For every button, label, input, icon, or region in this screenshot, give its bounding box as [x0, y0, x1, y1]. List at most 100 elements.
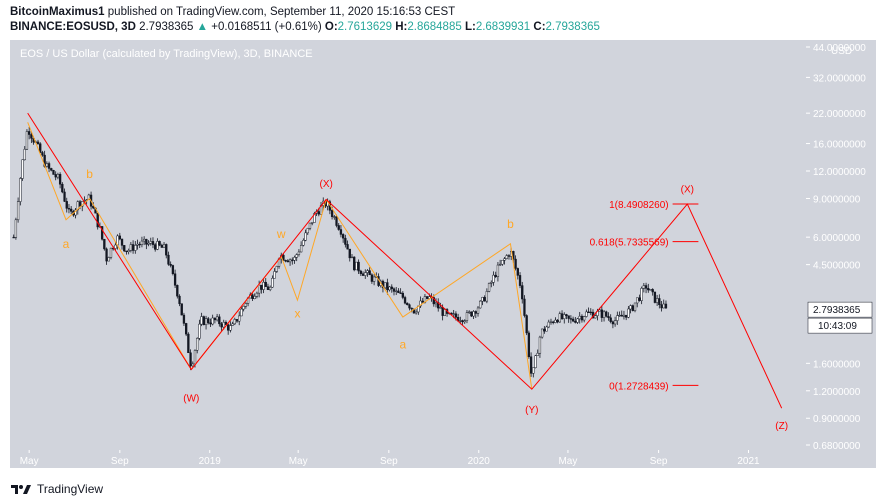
candle-body [403, 297, 407, 304]
candle-body [498, 263, 502, 266]
candle-body [262, 281, 265, 290]
candle-body [100, 226, 104, 240]
x-tick-label: 2019 [199, 456, 222, 467]
tradingview-logo-icon[interactable] [10, 483, 32, 495]
candle-body [479, 300, 482, 309]
candle-body [525, 315, 528, 334]
candle-body [655, 298, 659, 303]
candle-body [616, 315, 619, 321]
candle-body [103, 238, 106, 250]
candle-body [547, 321, 550, 328]
candle-body [636, 297, 639, 304]
candle-body [337, 225, 340, 230]
candle-body [395, 290, 398, 292]
low-label: L: [464, 21, 476, 33]
author-name[interactable]: BitcoinMaximus1 [10, 6, 105, 18]
candle-body [145, 238, 148, 245]
candle-body [408, 304, 411, 309]
candle-body [653, 291, 657, 303]
candle-body [282, 254, 285, 261]
candle-body [638, 297, 641, 301]
candle-body [476, 307, 480, 314]
candle-body [571, 318, 575, 322]
open-label: O: [324, 21, 338, 33]
candle-body [534, 355, 537, 368]
candle-body [123, 245, 126, 252]
candle-body [538, 336, 542, 354]
candle-body [67, 208, 71, 210]
candle-body [295, 254, 298, 258]
candle-body [620, 314, 623, 317]
candle-body [207, 318, 210, 324]
candle-body [288, 259, 292, 263]
candle-body [233, 319, 236, 325]
candle-body [576, 318, 579, 323]
candle-body [644, 285, 648, 289]
candle-body [127, 250, 130, 252]
candle-body [114, 244, 117, 249]
candle-body [490, 282, 493, 284]
candle-body [465, 312, 469, 321]
y-tick-label: 6.0000000 [813, 233, 861, 244]
candle-body [50, 168, 53, 171]
candle-body [567, 315, 570, 319]
candle-body [264, 281, 267, 287]
candle-body [240, 308, 243, 317]
x-tick-label: Sep [650, 456, 668, 467]
orange-wave-label: a [399, 337, 406, 351]
candle-body [25, 131, 29, 150]
orange-wave-label: w [276, 227, 286, 241]
candle-body [229, 325, 232, 331]
y-tick-label: 4.5000000 [813, 261, 861, 272]
candle-body [160, 244, 163, 248]
candle-body [19, 178, 22, 202]
y-tick-label: 16.0000000 [813, 140, 866, 151]
candle-body [410, 307, 413, 310]
candle-body [625, 314, 628, 318]
x-tick-label: May [20, 456, 39, 467]
candle-body [109, 247, 113, 258]
candle-body [397, 290, 400, 294]
symbol-name: BINANCE:EOSUSD, 3D [10, 21, 136, 33]
candle-body [299, 245, 303, 253]
candle-body [443, 309, 447, 316]
candle-body [180, 303, 183, 316]
candle-body [344, 237, 347, 245]
candle-body [96, 212, 99, 228]
candle-body [178, 295, 181, 304]
candle-body [543, 328, 546, 332]
candle-body [532, 367, 535, 374]
candle-body [134, 245, 137, 251]
close-value: 2.7938365 [545, 21, 600, 33]
candle-body [350, 256, 354, 259]
candle-body [434, 302, 438, 305]
footer: TradingView [10, 482, 103, 496]
candle-body [76, 201, 79, 211]
price-axis [806, 40, 876, 450]
candle-body [308, 222, 312, 229]
candle-body [125, 250, 128, 253]
y-tick-label: 32.0000000 [813, 73, 866, 84]
candle-body [41, 152, 44, 156]
candle-body [220, 323, 223, 328]
candle-body [441, 307, 444, 316]
candle-body [335, 216, 338, 226]
candle-body [560, 313, 564, 319]
candle-body [167, 254, 170, 265]
candle-body [200, 316, 203, 325]
candle-body [574, 320, 577, 323]
candles [12, 127, 668, 378]
candle-body [182, 314, 186, 324]
candle-body [346, 244, 349, 250]
publish-info: BitcoinMaximus1 published on TradingView… [10, 6, 455, 18]
candle-body [527, 332, 531, 357]
candle-body [54, 174, 57, 178]
candle-body [388, 286, 391, 291]
candle-body [516, 268, 519, 276]
low-value: 2.6839931 [475, 21, 531, 33]
price-chart[interactable]: EOS / US Dollar (calculated by TradingVi… [0, 40, 884, 476]
candle-body [198, 323, 201, 339]
candle-body [162, 244, 166, 248]
candle-body [191, 363, 194, 367]
candle-body [613, 320, 617, 325]
